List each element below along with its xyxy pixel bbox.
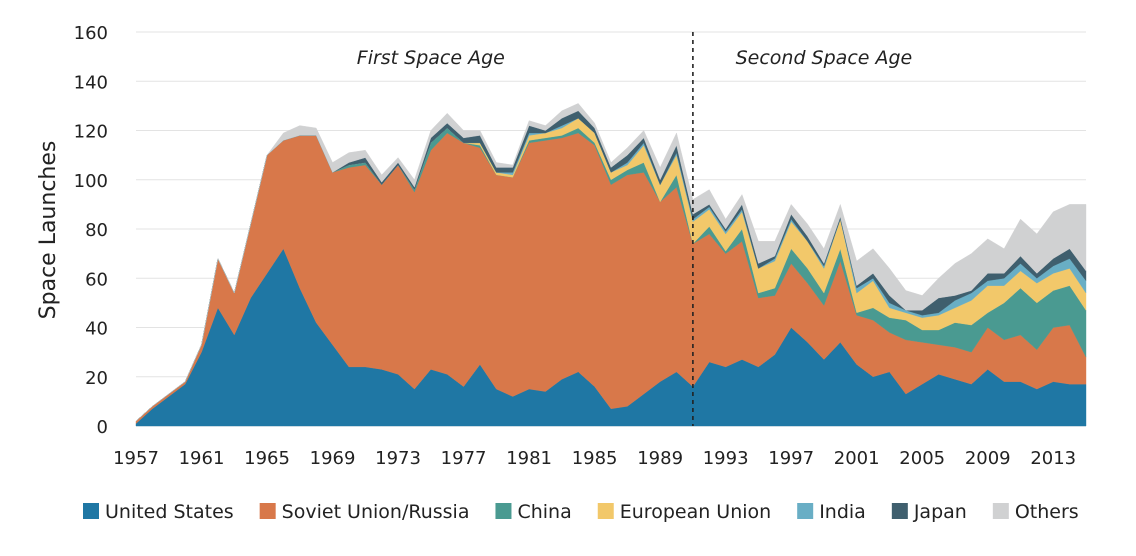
x-tick-label: 1977 bbox=[441, 448, 487, 469]
x-tick-label: 1981 bbox=[506, 448, 552, 469]
x-tick-label: 1973 bbox=[375, 448, 421, 469]
legend-item: China bbox=[495, 501, 572, 523]
x-tick-label: 2013 bbox=[1030, 448, 1076, 469]
legend: United States Soviet Union/Russia China Eur… bbox=[83, 501, 1079, 523]
legend-label: Others bbox=[1015, 501, 1079, 523]
x-tick-label: 1997 bbox=[768, 448, 814, 469]
legend-swatch bbox=[797, 503, 814, 519]
legend-item: Soviet Union/Russia bbox=[259, 501, 470, 523]
y-tick-label: 40 bbox=[85, 319, 108, 340]
legend-label: India bbox=[819, 501, 866, 523]
legend-label: China bbox=[517, 501, 571, 523]
y-axis-ticks: 0 20 40 60 80 100 120 140 160 bbox=[74, 23, 108, 438]
x-axis-ticks: 1957 1961 1965 1969 1973 1977 1981 1985 1989 1993… bbox=[113, 448, 1076, 469]
x-tick-label: 2009 bbox=[965, 448, 1011, 469]
x-tick-label: 2001 bbox=[834, 448, 880, 469]
x-tick-label: 1989 bbox=[637, 448, 683, 469]
era-annotations: First Space Age Second Space Age bbox=[357, 47, 912, 69]
area-series-others bbox=[135, 103, 1087, 422]
y-tick-label: 80 bbox=[85, 220, 108, 241]
era-annotation: First Space Age bbox=[357, 47, 505, 69]
legend-label: Japan bbox=[913, 501, 967, 523]
y-tick-label: 100 bbox=[74, 171, 108, 192]
legend-swatch bbox=[259, 503, 276, 519]
y-tick-label: 160 bbox=[74, 23, 108, 44]
y-tick-label: 140 bbox=[74, 72, 108, 93]
x-tick-label: 1969 bbox=[310, 448, 356, 469]
x-tick-label: 1993 bbox=[703, 448, 749, 469]
legend-item: United States bbox=[83, 501, 234, 523]
x-tick-label: 1961 bbox=[179, 448, 225, 469]
legend-item: India bbox=[797, 501, 866, 523]
y-tick-label: 60 bbox=[85, 269, 108, 290]
legend-label: Soviet Union/Russia bbox=[282, 501, 470, 523]
x-tick-label: 1957 bbox=[113, 448, 159, 469]
x-tick-label: 1965 bbox=[244, 448, 290, 469]
y-tick-label: 120 bbox=[74, 122, 108, 143]
legend-swatch bbox=[495, 503, 512, 519]
y-tick-label: 0 bbox=[97, 417, 108, 438]
legend-label: United States bbox=[105, 501, 234, 523]
y-tick-label: 20 bbox=[85, 368, 108, 389]
legend-item: Japan bbox=[891, 501, 967, 523]
legend-label: European Union bbox=[620, 501, 771, 523]
legend-item: Others bbox=[992, 501, 1079, 523]
area-series-layer bbox=[135, 103, 1087, 427]
x-tick-label: 2005 bbox=[899, 448, 945, 469]
era-annotation: Second Space Age bbox=[736, 47, 913, 69]
legend-swatch bbox=[597, 503, 614, 519]
legend-swatch bbox=[992, 503, 1009, 519]
x-tick-label: 1985 bbox=[572, 448, 618, 469]
legend-swatch bbox=[83, 503, 99, 519]
y-axis-title: Space Launches bbox=[36, 141, 61, 320]
legend-item: European Union bbox=[597, 501, 771, 523]
legend-swatch bbox=[891, 503, 908, 519]
